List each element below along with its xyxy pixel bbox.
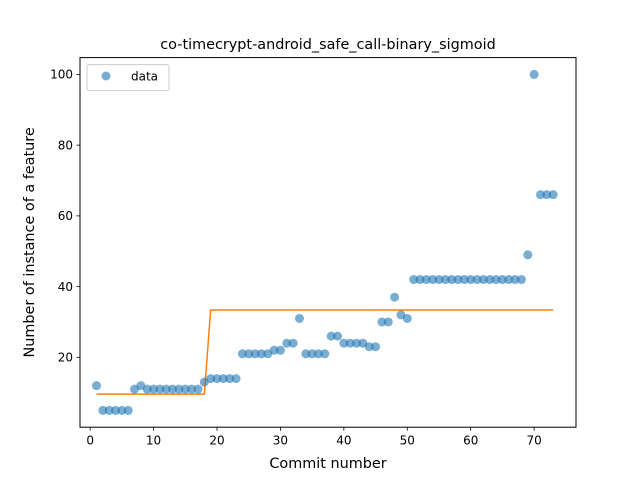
y-tick-label: 100 — [50, 68, 73, 82]
data-point — [447, 275, 457, 285]
data-point — [104, 405, 114, 415]
data-point — [440, 275, 450, 285]
data-point — [123, 405, 133, 415]
data-point — [225, 374, 235, 384]
data-point — [472, 275, 482, 285]
data-point — [282, 338, 292, 348]
data-point — [269, 345, 279, 355]
data-point — [187, 384, 197, 394]
legend-label-data: data — [131, 70, 158, 84]
plot-area — [79, 57, 577, 428]
data-point — [117, 405, 127, 415]
data-point — [453, 275, 463, 285]
axes-frame — [79, 57, 577, 428]
data-point — [529, 69, 539, 79]
data-point — [548, 190, 558, 200]
data-point — [421, 275, 431, 285]
data-point — [180, 384, 190, 394]
data-point — [535, 190, 545, 200]
data-point — [155, 384, 165, 394]
data-point — [345, 338, 355, 348]
data-point — [98, 405, 108, 415]
data-point — [307, 349, 317, 359]
data-point — [497, 275, 507, 285]
y-axis-label: Number of instance of a feature — [22, 127, 38, 357]
data-point — [212, 374, 222, 384]
legend-marker-data — [101, 71, 111, 81]
x-tick-label: 0 — [86, 434, 94, 448]
x-tick-label: 50 — [400, 434, 415, 448]
data-point — [364, 342, 374, 352]
data-point — [320, 349, 330, 359]
data-point — [149, 384, 159, 394]
data-point — [333, 331, 343, 341]
x-tick-label: 30 — [273, 434, 288, 448]
x-axis-label: Commit number — [269, 456, 386, 472]
data-point — [409, 275, 419, 285]
x-tick-label: 60 — [463, 434, 478, 448]
data-point — [371, 342, 381, 352]
data-point — [415, 275, 425, 285]
data-point — [352, 338, 362, 348]
chart-title: co-timecrypt-android_safe_call-binary_si… — [160, 37, 495, 53]
data-point — [231, 374, 241, 384]
data-point — [516, 275, 526, 285]
data-point — [542, 190, 552, 200]
data-point — [390, 292, 400, 302]
data-point — [383, 317, 393, 327]
data-point — [301, 349, 311, 359]
data-point — [377, 317, 387, 327]
data-point — [275, 345, 285, 355]
x-tick-label: 10 — [146, 434, 161, 448]
data-point — [491, 275, 501, 285]
data-point — [237, 349, 247, 359]
y-tick-label: 40 — [58, 280, 73, 294]
series-layer — [91, 69, 558, 415]
y-tick-label: 20 — [58, 351, 73, 365]
data-point — [91, 381, 101, 391]
data-point — [288, 338, 298, 348]
data-point — [168, 384, 178, 394]
data-point — [218, 374, 228, 384]
data-point — [250, 349, 260, 359]
fit-line — [96, 309, 554, 395]
data-point — [434, 275, 444, 285]
data-point — [206, 374, 216, 384]
x-tick-label: 20 — [209, 434, 224, 448]
data-point — [459, 275, 469, 285]
y-axis: 20 40 60 80 100 — [50, 68, 80, 365]
data-point — [523, 250, 533, 260]
x-tick-label: 70 — [526, 434, 541, 448]
data-point — [326, 331, 336, 341]
data-point — [504, 275, 514, 285]
data-point — [402, 313, 412, 323]
legend-box — [86, 64, 170, 92]
data-point — [339, 338, 349, 348]
data-point — [294, 313, 304, 323]
data-point — [111, 405, 121, 415]
y-tick-label: 80 — [58, 138, 73, 152]
data-point — [174, 384, 184, 394]
data-point — [193, 384, 203, 394]
data-point — [142, 384, 152, 394]
data-point — [256, 349, 266, 359]
data-point — [244, 349, 254, 359]
legend: data — [86, 64, 170, 92]
x-axis: 0 10 20 30 40 50 60 70 — [86, 427, 542, 448]
data-point — [161, 384, 171, 394]
x-tick-label: 40 — [336, 434, 351, 448]
data-point — [478, 275, 488, 285]
data-point — [428, 275, 438, 285]
data-point — [313, 349, 323, 359]
data-point — [485, 275, 495, 285]
y-tick-label: 60 — [58, 209, 73, 223]
data-point — [510, 275, 520, 285]
data-point — [466, 275, 476, 285]
